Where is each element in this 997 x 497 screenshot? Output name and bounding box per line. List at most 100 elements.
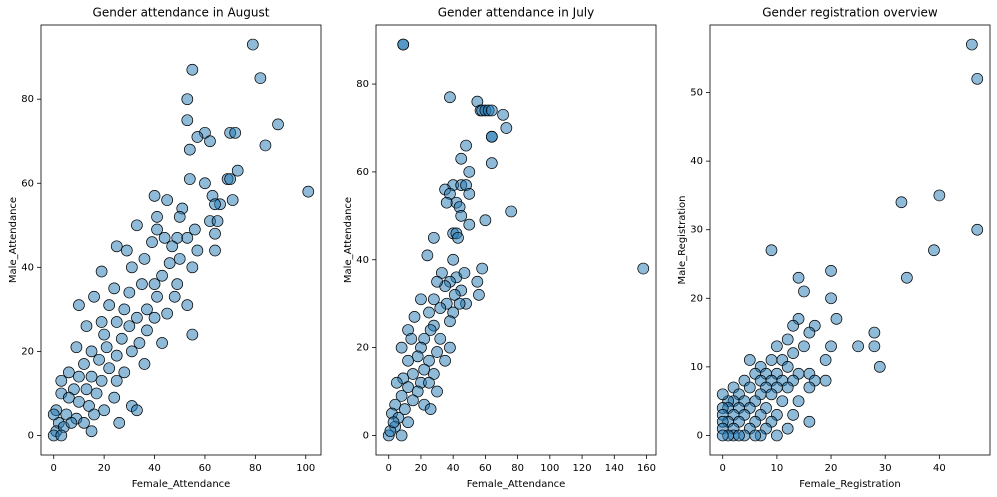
x-tick-label: 30 — [879, 463, 892, 474]
point — [407, 394, 419, 407]
point — [637, 262, 650, 275]
point — [765, 388, 778, 401]
y-tick-label: 60 — [21, 178, 34, 189]
point — [62, 391, 75, 404]
point — [463, 218, 476, 231]
point — [803, 415, 816, 428]
point — [765, 244, 778, 257]
point — [825, 340, 837, 353]
axes-frame — [40, 24, 322, 456]
point — [407, 368, 419, 380]
point — [131, 219, 143, 232]
point — [971, 223, 984, 236]
point — [781, 361, 794, 373]
point — [868, 326, 881, 339]
point — [254, 72, 267, 85]
point — [186, 328, 199, 341]
point — [825, 265, 837, 277]
y-tick-label: 20 — [690, 293, 703, 304]
point — [73, 299, 85, 312]
point — [85, 345, 98, 358]
point — [209, 198, 221, 211]
point — [787, 409, 799, 421]
point — [434, 302, 447, 314]
x-tick-label: 100 — [296, 463, 315, 474]
axes-frame — [375, 24, 657, 456]
point — [971, 72, 984, 85]
point — [168, 290, 181, 303]
point — [390, 376, 403, 389]
point — [460, 139, 472, 152]
point — [411, 350, 424, 363]
x-tick-label: 160 — [637, 463, 656, 474]
subplot-title: Gender registration overview — [762, 6, 938, 20]
point — [771, 429, 783, 442]
y-axis-label: Male_Registration — [677, 196, 688, 285]
point — [161, 307, 173, 320]
point — [226, 194, 239, 206]
point — [781, 381, 794, 394]
point — [427, 231, 440, 244]
y-tick-label: 0 — [28, 430, 34, 441]
point — [229, 126, 242, 139]
point — [408, 311, 421, 323]
point — [405, 332, 418, 345]
point — [95, 374, 108, 387]
y-tick-label: 0 — [697, 430, 703, 441]
subplot: Gender registration overview Female_Regis… — [677, 6, 991, 490]
x-tick-label: 20 — [98, 463, 111, 474]
point — [485, 130, 498, 143]
point — [716, 429, 729, 442]
point — [115, 332, 128, 345]
x-tick-label: 40 — [933, 463, 946, 474]
point — [110, 316, 123, 328]
point — [199, 177, 211, 190]
point — [444, 91, 456, 104]
point — [181, 232, 194, 244]
x-axis-label: Female_Attendance — [467, 479, 566, 490]
x-tick-label: 20 — [825, 463, 838, 474]
point — [173, 253, 186, 265]
point — [95, 265, 108, 278]
point — [186, 63, 199, 76]
point — [47, 408, 60, 421]
point — [787, 319, 799, 332]
point — [95, 316, 108, 328]
point — [819, 354, 832, 366]
point — [70, 341, 83, 354]
point — [771, 340, 783, 353]
subplot-title: Gender attendance in August — [93, 6, 270, 20]
x-tick-label: 80 — [511, 463, 524, 474]
point — [156, 337, 168, 349]
point — [151, 223, 163, 236]
point — [80, 320, 93, 333]
point — [479, 214, 492, 227]
point — [131, 404, 143, 417]
point — [966, 38, 978, 51]
point — [485, 157, 498, 169]
point — [749, 429, 762, 442]
point — [93, 353, 105, 366]
point — [209, 244, 221, 257]
x-axis-label: Female_Attendance — [132, 479, 231, 490]
point — [131, 311, 143, 324]
point — [852, 340, 864, 353]
point — [183, 173, 196, 185]
point — [421, 249, 434, 262]
point — [798, 340, 810, 353]
x-tick-label: 120 — [573, 463, 592, 474]
y-tick-label: 80 — [21, 94, 34, 105]
point — [803, 381, 816, 394]
point — [424, 324, 437, 336]
point — [158, 232, 171, 244]
subplot: Gender attendance in August Female_Attend… — [8, 6, 322, 490]
point — [141, 303, 153, 316]
point — [146, 236, 158, 248]
point — [497, 108, 509, 121]
x-tick-label: 60 — [479, 463, 492, 474]
point — [423, 376, 435, 389]
point — [302, 185, 315, 198]
point — [765, 354, 778, 366]
point — [133, 337, 146, 349]
